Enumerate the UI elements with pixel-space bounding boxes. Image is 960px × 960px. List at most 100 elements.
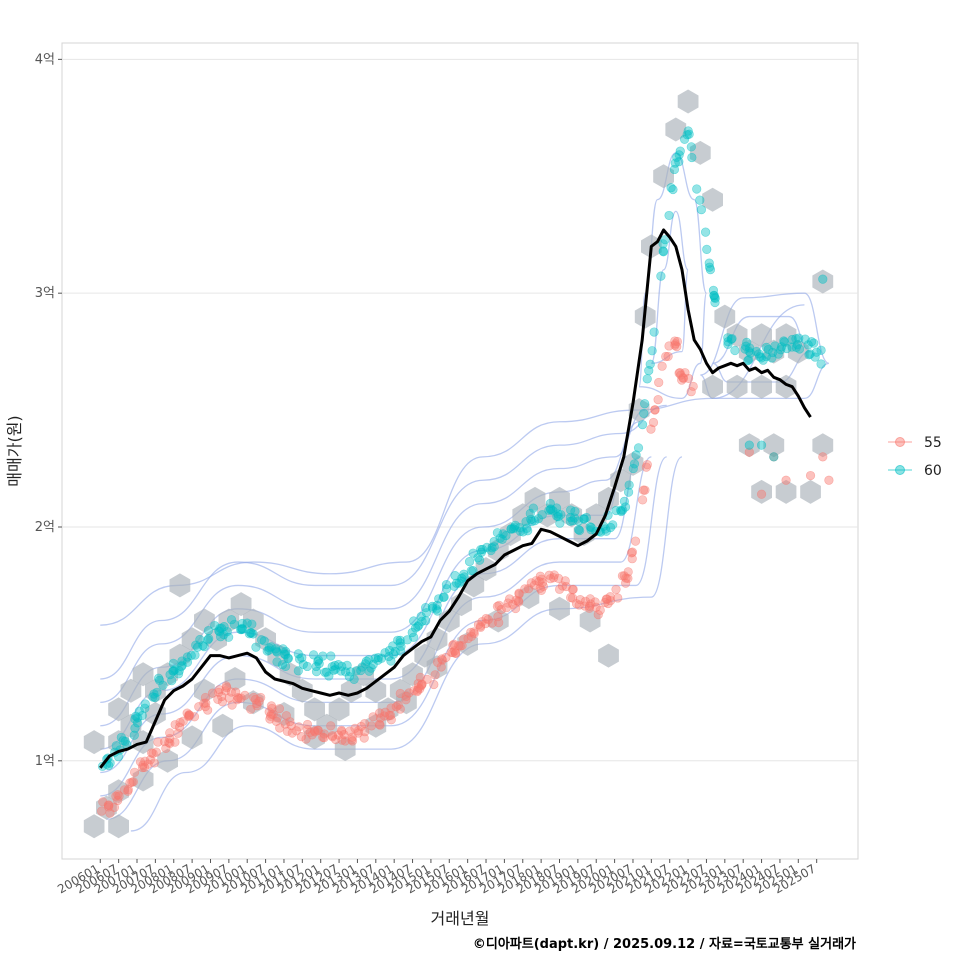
data-point-60 <box>628 463 638 474</box>
data-point-60 <box>251 642 261 652</box>
data-point-60 <box>186 650 196 661</box>
data-point-60 <box>238 624 248 634</box>
data-point-60 <box>758 355 768 365</box>
data-point-55 <box>548 573 559 583</box>
data-point-55 <box>153 737 163 747</box>
data-point-60 <box>237 623 247 633</box>
data-point-55 <box>469 628 479 639</box>
data-point-60 <box>342 660 352 670</box>
hexbin-cell <box>677 89 699 114</box>
data-point-60 <box>664 210 674 221</box>
data-point-60 <box>770 341 780 351</box>
data-point-55 <box>200 702 210 712</box>
hexbin-cell <box>108 779 129 804</box>
data-point-60 <box>416 611 426 622</box>
data-point-60 <box>203 625 214 636</box>
data-point-55 <box>272 713 282 723</box>
data-point-60 <box>751 346 762 357</box>
data-point-60 <box>396 641 406 651</box>
hexbin-cell <box>340 678 362 703</box>
data-point-60 <box>744 355 754 365</box>
data-point-60 <box>281 661 291 672</box>
hexbin-cell <box>751 479 772 504</box>
data-point-60 <box>421 603 431 613</box>
data-point-55 <box>313 725 323 735</box>
hexbin-cell <box>800 479 821 504</box>
data-point-55 <box>165 728 175 738</box>
data-point-60 <box>708 285 719 295</box>
y-tick-label: 2억 <box>35 520 55 535</box>
data-point-55 <box>415 684 425 694</box>
hexbin-cell <box>108 814 129 839</box>
data-point-60 <box>357 662 367 672</box>
data-point-60 <box>647 346 657 356</box>
data-point-55 <box>805 470 816 481</box>
data-point-60 <box>393 635 403 645</box>
data-point-60 <box>466 566 476 576</box>
data-point-55 <box>256 692 266 703</box>
data-point-60 <box>330 660 340 671</box>
hexbin-cell <box>812 433 834 458</box>
data-point-60 <box>794 333 804 343</box>
data-point-55 <box>568 584 578 594</box>
data-point-60 <box>501 530 511 541</box>
hexbin-layer <box>83 89 834 839</box>
data-point-60 <box>309 650 319 660</box>
data-point-60 <box>452 578 462 588</box>
data-point-55 <box>326 721 336 731</box>
data-point-60 <box>761 342 771 352</box>
density-contour <box>700 292 830 400</box>
data-point-55 <box>538 581 548 591</box>
data-point-60 <box>454 578 464 588</box>
data-point-55 <box>623 573 633 584</box>
hexbin-cell <box>83 730 105 755</box>
data-point-60 <box>776 345 786 355</box>
data-point-60 <box>219 630 229 640</box>
data-point-55 <box>318 732 328 742</box>
data-point-55 <box>347 736 358 746</box>
data-point-55 <box>160 736 170 747</box>
data-point-60 <box>129 730 139 740</box>
data-point-55 <box>359 733 369 743</box>
hexbin-cell <box>579 608 601 633</box>
data-point-60 <box>390 646 400 657</box>
data-point-55 <box>492 601 503 611</box>
data-point-60 <box>586 525 596 535</box>
data-point-55 <box>654 377 664 388</box>
data-point-55 <box>135 757 146 767</box>
data-point-55 <box>561 581 571 592</box>
data-point-55 <box>663 351 673 362</box>
data-point-60 <box>195 634 205 645</box>
data-point-55 <box>670 336 680 346</box>
data-point-60 <box>475 555 485 565</box>
data-point-60 <box>417 616 427 626</box>
data-point-60 <box>245 627 256 638</box>
data-point-55 <box>744 447 754 457</box>
data-point-55 <box>627 547 638 557</box>
data-point-60 <box>637 420 648 430</box>
data-point-55 <box>305 727 315 737</box>
data-point-60 <box>644 365 654 376</box>
data-point-60 <box>293 666 303 676</box>
data-point-55 <box>494 618 504 628</box>
data-point-60 <box>428 603 438 613</box>
data-point-60 <box>525 508 535 519</box>
data-point-60 <box>552 503 562 513</box>
data-point-60 <box>277 660 288 670</box>
data-point-55 <box>441 652 451 663</box>
data-point-55 <box>246 704 256 714</box>
data-point-60 <box>322 667 332 677</box>
data-point-60 <box>464 556 475 567</box>
data-point-55 <box>481 613 491 624</box>
data-point-60 <box>459 572 469 582</box>
data-point-60 <box>674 157 684 167</box>
data-point-55 <box>514 597 524 607</box>
data-point-60 <box>600 524 610 534</box>
data-point-55 <box>580 601 590 611</box>
legend-label-55: 55 <box>924 435 942 451</box>
data-point-55 <box>213 694 223 704</box>
data-point-55 <box>170 737 180 747</box>
density-contour <box>100 404 667 680</box>
density-contour <box>130 456 683 832</box>
y-tick-label: 4억 <box>35 52 55 67</box>
